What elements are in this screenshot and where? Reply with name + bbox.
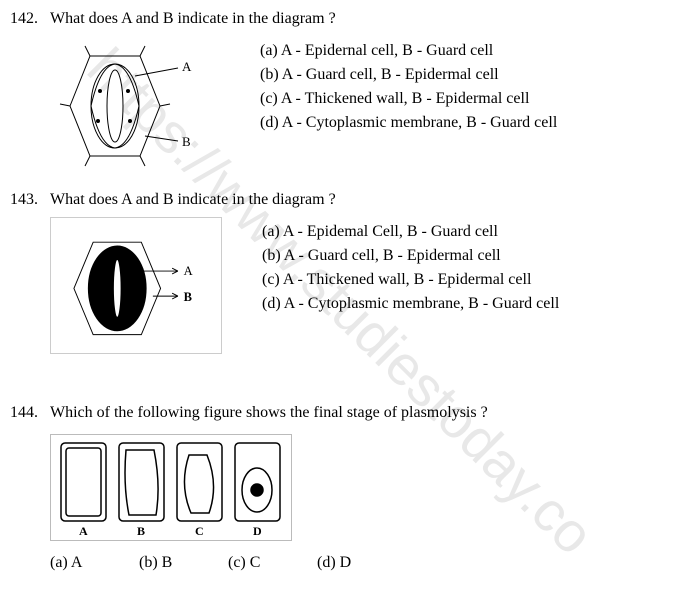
- plasmolysis-diagram-row: A B C D: [10, 434, 671, 546]
- question-text: Which of the following figure shows the …: [50, 404, 671, 422]
- option-c: (c) C: [228, 554, 313, 572]
- question-body: A B (a) A - Epidemal Cell, B - Guard cel…: [10, 217, 671, 354]
- option-a: (a) A: [50, 554, 135, 572]
- option-d: (d) A - Cytoplasmic membrane, B - Guard …: [262, 295, 671, 313]
- label-b: B: [182, 134, 191, 149]
- question-144: 144. Which of the following figure shows…: [10, 404, 671, 572]
- question-text: What does A and B indicate in the diagra…: [50, 10, 671, 28]
- label-a: A: [182, 59, 192, 74]
- cell-label-a: A: [79, 524, 88, 538]
- option-c: (c) A - Thickened wall, B - Epidermal ce…: [262, 271, 671, 289]
- option-a: (a) A - Epidernal cell, B - Guard cell: [260, 42, 671, 60]
- content-area: 142. What does A and B indicate in the d…: [10, 10, 671, 572]
- cell-label-d: D: [253, 524, 262, 538]
- question-line: 144. Which of the following figure shows…: [10, 404, 671, 422]
- cell-label-b: B: [137, 524, 145, 538]
- option-b: (b) B: [139, 554, 224, 572]
- plasmolysis-diagram: A B C D: [50, 434, 292, 541]
- options-143: (a) A - Epidemal Cell, B - Guard cell (b…: [262, 217, 671, 319]
- options-144: (a) A (b) B (c) C (d) D: [10, 554, 671, 572]
- question-number: 144.: [10, 404, 50, 422]
- option-a: (a) A - Epidemal Cell, B - Guard cell: [262, 223, 671, 241]
- option-d: (d) A - Cytoplasmic membrane, B - Guard …: [260, 114, 671, 132]
- stomata-diagram-143: A B: [50, 217, 222, 354]
- label-b: B: [183, 289, 191, 303]
- question-142: 142. What does A and B indicate in the d…: [10, 10, 671, 171]
- stomata-diagram-142: A B: [50, 36, 220, 171]
- label-a: A: [183, 263, 192, 277]
- option-b: (b) A - Guard cell, B - Epidermal cell: [262, 247, 671, 265]
- cell-label-c: C: [195, 524, 204, 538]
- option-c: (c) A - Thickened wall, B - Epidermal ce…: [260, 90, 671, 108]
- question-line: 143. What does A and B indicate in the d…: [10, 191, 671, 209]
- question-number: 142.: [10, 10, 50, 28]
- option-b: (b) A - Guard cell, B - Epidermal cell: [260, 66, 671, 84]
- question-body: A B (a) A - Epidernal cell, B - Guard ce…: [10, 36, 671, 171]
- question-number: 143.: [10, 191, 50, 209]
- option-d: (d) D: [317, 554, 402, 572]
- question-text: What does A and B indicate in the diagra…: [50, 191, 671, 209]
- question-line: 142. What does A and B indicate in the d…: [10, 10, 671, 28]
- options-142: (a) A - Epidernal cell, B - Guard cell (…: [260, 36, 671, 138]
- question-143: 143. What does A and B indicate in the d…: [10, 191, 671, 354]
